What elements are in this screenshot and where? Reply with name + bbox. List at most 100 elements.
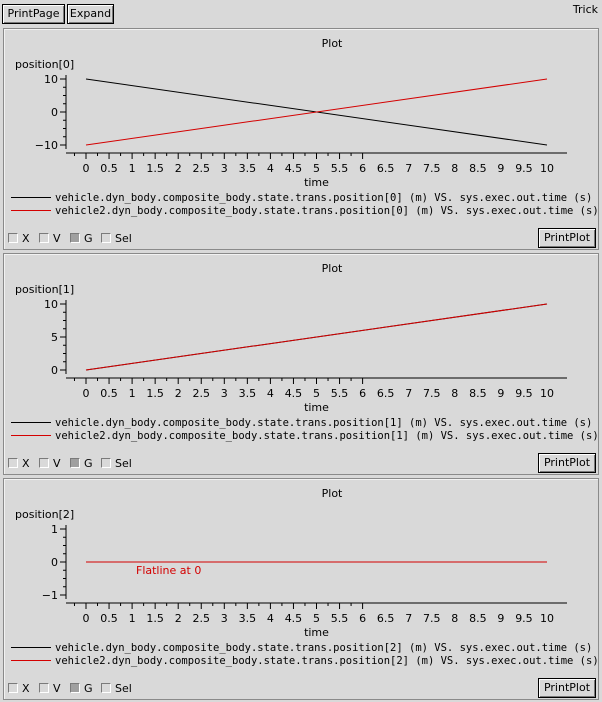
panel-controls: X V G Sel PrintPlot [4,677,598,699]
x-tick-label: 8 [451,612,458,625]
g-checkbox[interactable]: G [70,683,93,695]
x-tick-label: 8.5 [469,387,487,400]
x-axis-label: time [304,626,329,639]
v-checkbox-label: V [53,682,61,695]
x-checkbox[interactable]: X [8,233,30,245]
v-checkbox-box [39,683,49,693]
x-tick-label: 1 [129,612,136,625]
x-tick-label: 2.5 [193,162,211,175]
g-checkbox[interactable]: G [70,233,93,245]
x-tick-label: 4 [267,612,274,625]
series-line-2 [85,78,548,146]
x-tick-label: 8.5 [469,162,487,175]
x-tick-label: 1.5 [146,387,164,400]
print-plot-button[interactable]: PrintPlot [538,453,596,473]
x-checkbox-label: X [22,232,30,245]
sel-checkbox-label: Sel [115,457,132,470]
x-tick-label: 4.5 [285,612,303,625]
x-axis-label: time [304,401,329,414]
print-plot-button[interactable]: PrintPlot [538,678,596,698]
x-checkbox[interactable]: X [8,458,30,470]
v-checkbox[interactable]: V [39,233,61,245]
x-tick-label: 0 [83,387,90,400]
x-tick-label: 8 [451,387,458,400]
x-tick-label: 3 [221,612,228,625]
sel-checkbox-box [101,458,111,468]
x-tick-label: 5.5 [331,387,349,400]
y-tick-label: 0 [51,556,58,569]
x-checkbox-box [8,683,18,693]
y-tick-label: 1 [51,523,58,536]
x-tick-label: 2 [175,162,182,175]
x-tick-label: 7 [405,162,412,175]
x-tick-label: 2 [175,612,182,625]
g-checkbox-box [70,233,80,243]
x-tick-label: 10 [540,162,554,175]
x-tick-label: 9 [497,162,504,175]
x-tick-label: 9.5 [515,162,533,175]
print-plot-button[interactable]: PrintPlot [538,228,596,248]
x-tick-label: 6 [359,387,366,400]
x-tick-label: 2 [175,387,182,400]
x-checkbox-label: X [22,682,30,695]
x-tick-label: 5 [313,162,320,175]
x-tick-label: 0.5 [100,387,118,400]
sel-checkbox[interactable]: Sel [101,458,132,470]
v-checkbox-label: V [53,232,61,245]
x-tick-label: 5 [313,387,320,400]
legend-label-2: vehicle2.dyn_body.composite_body.state.t… [55,655,598,667]
plot-panel-1: Plot position[1] time 10 5 0 0 0.5 1 1.5 2 2.5 3 3.5 4… [3,253,599,475]
g-checkbox-box [70,683,80,693]
y-tick-label: 0 [51,364,58,377]
y-axis-label: position[2] [15,508,74,521]
legend-label-2: vehicle2.dyn_body.composite_body.state.t… [55,430,598,442]
plot-panel-2: Plot position[2] time 1 0 −1 0 0.5 1 1.5 2 2.5 3 3.5 4… [3,478,599,700]
panel-controls: X V G Sel PrintPlot [4,227,598,249]
x-tick-label: 7.5 [423,162,441,175]
x-tick-label: 8.5 [469,612,487,625]
sel-checkbox-box [101,683,111,693]
sel-checkbox[interactable]: Sel [101,233,132,245]
x-checkbox-box [8,233,18,243]
g-checkbox[interactable]: G [70,458,93,470]
y-tick-label: 0 [51,106,58,119]
x-tick-label: 6.5 [377,162,395,175]
v-checkbox[interactable]: V [39,458,61,470]
v-checkbox[interactable]: V [39,683,61,695]
x-tick-label: 1.5 [146,612,164,625]
panel-controls: X V G Sel PrintPlot [4,452,598,474]
x-checkbox-label: X [22,457,30,470]
y-tick-label: −1 [42,589,58,602]
chart-title: Plot [322,487,343,500]
v-checkbox-label: V [53,457,61,470]
x-tick-label: 1 [129,387,136,400]
sel-checkbox-label: Sel [115,232,132,245]
x-tick-label: 6.5 [377,387,395,400]
g-checkbox-label: G [84,457,93,470]
chart-svg: Plot position[0] time 10 0 −10 0 0.5 1 1.5 2 2.5 3 3.… [11,37,598,217]
toolbar: PrintPage Expand Trick [0,0,602,26]
sel-checkbox[interactable]: Sel [101,683,132,695]
x-tick-label: 5.5 [331,162,349,175]
x-checkbox[interactable]: X [8,683,30,695]
x-tick-label: 5 [313,612,320,625]
g-checkbox-label: G [84,232,93,245]
x-tick-label: 0.5 [100,162,118,175]
x-tick-label: 9 [497,387,504,400]
x-tick-label: 4 [267,387,274,400]
expand-button[interactable]: Expand [67,4,114,24]
plot-panel-0: Plot position[0] time 10 0 −10 0 0.5 1 1.5 2 2.5 3 3.… [3,28,599,250]
legend-label-1: vehicle.dyn_body.composite_body.state.tr… [55,192,598,204]
x-tick-label: 0 [83,612,90,625]
sel-checkbox-box [101,233,111,243]
plot-annotation: Flatline at 0 [136,564,201,577]
print-page-button[interactable]: PrintPage [2,4,65,24]
g-checkbox-box [70,458,80,468]
x-tick-label: 0.5 [100,612,118,625]
legend-label-2: vehicle2.dyn_body.composite_body.state.t… [55,205,598,217]
legend-label-1: vehicle.dyn_body.composite_body.state.tr… [55,642,598,654]
y-axis-label: position[0] [15,58,74,71]
y-tick-label: 10 [44,298,58,311]
x-tick-label: 10 [540,612,554,625]
